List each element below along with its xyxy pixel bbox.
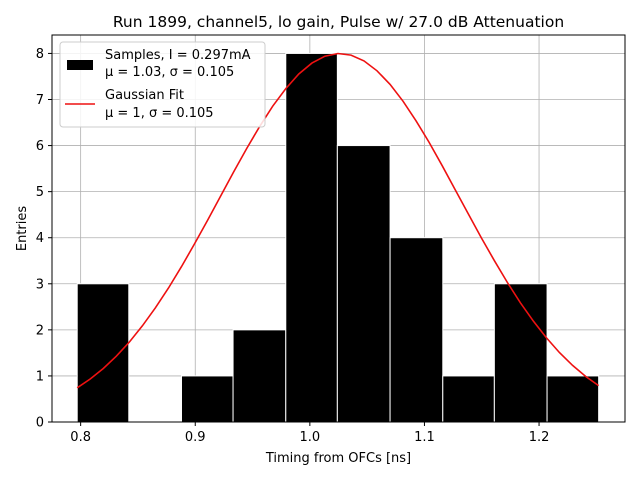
legend-samples-swatch [67, 60, 93, 70]
gaussian-fit [76, 52, 600, 389]
x-tick-label-3: 1.1 [414, 430, 435, 445]
histogram-bar-6 [389, 237, 444, 423]
histogram-bar-7 [442, 375, 495, 423]
histogram-bar-2 [180, 375, 234, 423]
y-tick-label-2: 2 [36, 323, 44, 338]
histogram-bar-0 [76, 283, 130, 423]
y-tick-label-0: 0 [36, 416, 44, 431]
y-axis-ticks: 0 1 2 3 4 5 6 7 8 [36, 47, 52, 431]
histogram-bar-8 [493, 283, 548, 423]
histogram-bar-3 [232, 329, 287, 423]
legend-samples-label: Samples, I = 0.297mA [105, 48, 251, 63]
x-tick-label-0: 0.8 [70, 430, 91, 445]
histogram-bar-5 [336, 145, 391, 423]
legend-box [59, 41, 266, 128]
x-tick-label-2: 1.0 [300, 430, 321, 445]
y-tick-label-6: 6 [36, 139, 44, 154]
histogram-bar-4 [285, 52, 338, 423]
plot-frame [51, 34, 626, 423]
y-tick-label-4: 4 [36, 231, 44, 246]
y-tick-label-7: 7 [36, 93, 44, 108]
x-tick-label-1: 0.9 [185, 430, 206, 445]
x-tick-label-4: 1.2 [529, 430, 550, 445]
histogram-bars [76, 52, 600, 423]
legend-fit-label: Gaussian Fit [105, 88, 184, 103]
histogram-bar-9 [546, 375, 600, 423]
legend: Samples, I = 0.297mA μ = 1.03, σ = 0.105… [59, 41, 266, 128]
y-tick-label-8: 8 [36, 47, 44, 62]
chart-title: Run 1899, channel5, lo gain, Pulse w/ 27… [113, 13, 564, 31]
x-axis-label: Timing from OFCs [ns] [265, 451, 411, 466]
y-tick-label-3: 3 [36, 277, 44, 292]
x-axis-ticks: 0.8 0.9 1.0 1.1 1.2 [70, 422, 549, 445]
y-tick-label-1: 1 [36, 369, 44, 384]
y-tick-label-5: 5 [36, 185, 44, 200]
y-axis-label: Entries [15, 206, 30, 252]
legend-fit-stats: μ = 1, σ = 0.105 [105, 106, 214, 121]
legend-samples-stats: μ = 1.03, σ = 0.105 [105, 65, 234, 80]
fit-curve [76, 52, 600, 389]
